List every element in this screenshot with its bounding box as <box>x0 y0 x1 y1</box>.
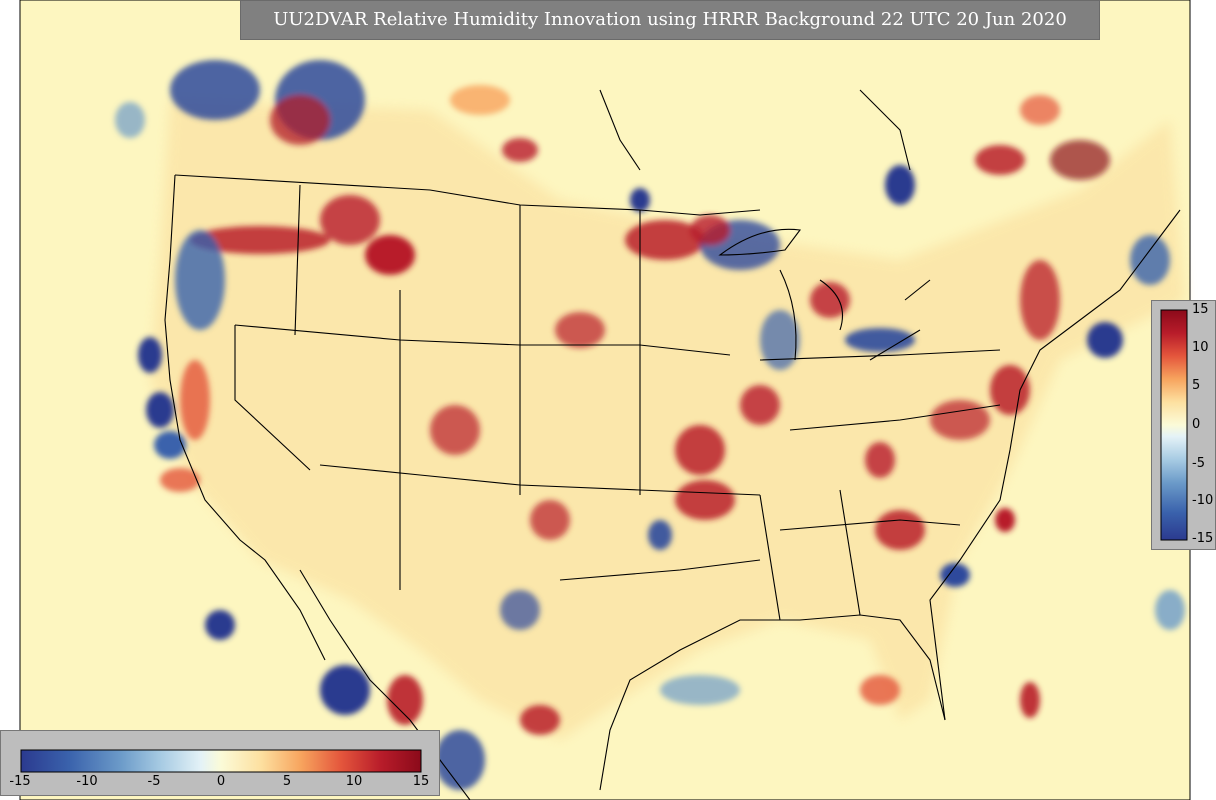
colorbar-tick: 0 <box>1192 417 1201 432</box>
map-title: UU2DVAR Relative Humidity Innovation usi… <box>240 0 1100 40</box>
colorbar-tick: 0 <box>216 774 226 789</box>
colorbar-horizontal-gradient <box>20 749 422 773</box>
colorbar-vertical: 15 10 5 0 -5 -10 -15 <box>1151 300 1216 550</box>
colorbar-horizontal: -15 -10 -5 0 5 10 15 <box>0 730 440 796</box>
colorbar-tick: 10 <box>345 774 363 789</box>
colorbar-tick: 10 <box>1192 340 1209 355</box>
innovation-blobs <box>115 60 1185 790</box>
colorbar-tick: 15 <box>1192 302 1209 317</box>
colorbar-tick: -5 <box>1192 456 1205 471</box>
boundary-lines <box>164 89 1181 800</box>
colorbar-tick: -10 <box>1192 493 1214 508</box>
colorbar-tick: -15 <box>1192 531 1214 546</box>
colorbar-vertical-gradient <box>1160 309 1188 541</box>
colorbar-tick: -10 <box>76 774 98 789</box>
colorbar-tick: 5 <box>282 774 292 789</box>
colorbar-tick: 15 <box>412 774 430 789</box>
colorbar-tick: -5 <box>147 774 161 789</box>
colorbar-tick: -15 <box>9 774 31 789</box>
colorbar-tick: 5 <box>1192 378 1201 393</box>
